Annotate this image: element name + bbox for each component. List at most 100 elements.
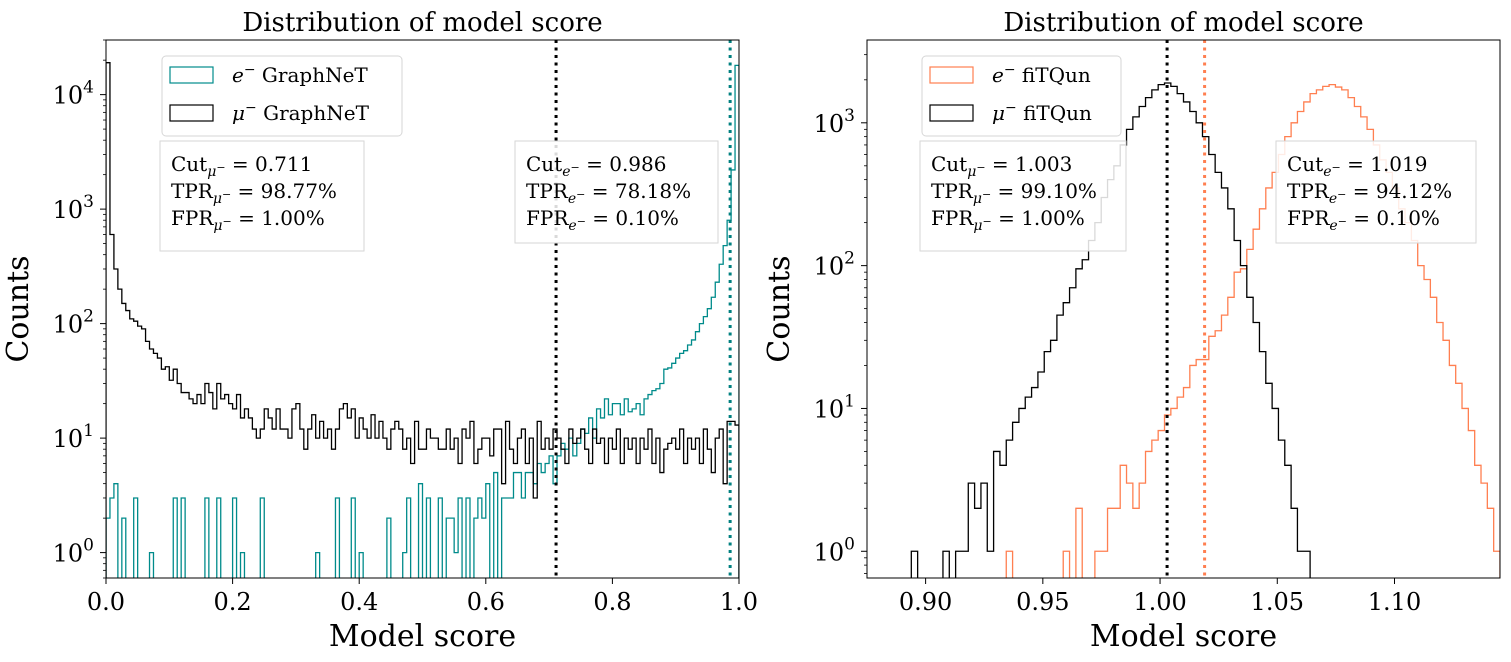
y-tick-exponent: 1 — [844, 391, 855, 411]
legend-superscript: − — [245, 100, 257, 116]
annotation-metric: TPR — [931, 179, 974, 203]
annotation-metric: FPR — [526, 206, 569, 230]
annotation-sub-superscript: − — [222, 188, 231, 201]
annotation-value: = 98.77% — [231, 179, 337, 203]
y-tick-base: 10 — [53, 311, 84, 339]
legend: e− GraphNeT μ− GraphNeT — [161, 55, 403, 137]
annotation-subscript: e — [568, 191, 576, 207]
y-tick-label: 103 — [814, 106, 855, 138]
y-tick-base: 10 — [814, 253, 845, 281]
y-tick-exponent: 3 — [844, 106, 855, 126]
y-tick-exponent: 2 — [83, 307, 94, 327]
annotation-line: TPRe− = 78.18% — [526, 179, 691, 207]
y-tick-exponent: 0 — [844, 534, 855, 554]
annotation-value: = 0.711 — [226, 152, 313, 176]
annotation-subscript: μ — [967, 164, 976, 180]
annotation-metric: Cut — [171, 152, 207, 176]
legend-name: fiTQun — [1016, 63, 1091, 87]
y-axis-label: Counts — [1, 255, 36, 362]
annotation-sub-superscript: − — [571, 161, 580, 174]
x-tick-label: 0.6 — [467, 588, 505, 616]
y-tick-label: 102 — [53, 307, 94, 339]
y-axis-label: Counts — [762, 255, 797, 362]
legend-name: GraphNeT — [256, 63, 369, 87]
legend-entry: μ− fiTQun — [992, 100, 1092, 125]
annotation-sub-superscript: − — [577, 215, 586, 228]
legend-superscript: − — [1004, 62, 1016, 78]
y-tick-label: 101 — [53, 421, 94, 453]
annotation-line: Cute− = 0.986 — [526, 152, 666, 180]
annotation-sub-superscript: − — [1332, 161, 1341, 174]
annotation-sub-superscript: − — [1337, 188, 1346, 201]
x-tick-label: 1.10 — [1368, 588, 1421, 616]
annotation-line: FPRe− = 0.10% — [1287, 206, 1440, 234]
y-tick-label: 102 — [814, 249, 855, 281]
legend: e− fiTQun μ− fiTQun — [921, 55, 1122, 137]
y-tick-base: 10 — [53, 540, 84, 568]
annotation-metric: FPR — [1287, 206, 1330, 230]
legend-name: fiTQun — [1017, 101, 1092, 125]
annotation-value: = 0.10% — [586, 206, 679, 230]
y-tick-base: 10 — [53, 82, 84, 110]
x-tick-label: 1.05 — [1251, 588, 1304, 616]
y-tick-exponent: 1 — [83, 421, 94, 441]
x-tick-label: 0.90 — [899, 588, 952, 616]
annotation-line: Cute− = 1.019 — [1287, 152, 1427, 180]
annotation-subscript: e — [1329, 218, 1337, 234]
x-tick-label: 0.4 — [340, 588, 378, 616]
annotation-value: = 99.10% — [991, 179, 1097, 203]
y-tick-label: 103 — [53, 192, 94, 224]
y-tick-exponent: 0 — [83, 536, 94, 556]
legend-symbol: μ — [232, 101, 245, 125]
y-tick-exponent: 4 — [83, 78, 94, 98]
annotation-sub-superscript: − — [576, 188, 585, 201]
legend-entry: e− fiTQun — [992, 62, 1091, 87]
annotation-value: = 1.00% — [992, 206, 1085, 230]
annotation-metric: Cut — [526, 152, 562, 176]
x-axis-label: Model score — [1090, 619, 1277, 654]
annotation-value: = 78.18% — [585, 179, 691, 203]
y-tick-label: 104 — [53, 78, 94, 110]
plot-area — [106, 40, 739, 578]
legend-entry: e− GraphNeT — [232, 62, 368, 87]
annotation-subscript: μ — [973, 218, 982, 234]
annotation-line: TPRμ− = 98.77% — [171, 179, 337, 207]
legend-frame — [161, 55, 403, 137]
annotation-line: TPRe− = 94.12% — [1287, 179, 1452, 207]
annotation-sub-superscript: − — [216, 161, 225, 174]
annotation-subscript: μ — [973, 191, 982, 207]
annotation-sub-superscript: − — [982, 188, 991, 201]
x-tick-label: 1.0 — [720, 588, 758, 616]
annotation-subscript: e — [568, 218, 576, 234]
annotation-subscript: e — [562, 164, 570, 180]
histogram-series-2 — [106, 62, 739, 578]
annotation-subscript: e — [1329, 191, 1337, 207]
annotation-value: = 94.12% — [1346, 179, 1452, 203]
y-tick-exponent: 3 — [83, 192, 94, 212]
histogram-series-2 — [910, 82, 1311, 578]
legend-name: GraphNeT — [257, 101, 370, 125]
x-axis-label: Model score — [329, 619, 516, 654]
annotation-line: FPRe− = 0.10% — [526, 206, 679, 234]
chart-panel-1: Distribution of model score 0.0 0.2 0.4 0.6 0… — [1, 8, 758, 654]
y-tick-base: 10 — [814, 538, 845, 566]
y-tick-label: 100 — [53, 536, 94, 568]
annotation-subscript: e — [1323, 164, 1331, 180]
annotation-frame — [1275, 140, 1477, 244]
annotation-subscript: μ — [213, 191, 222, 207]
annotation-metric: TPR — [1287, 179, 1330, 203]
annotation-frame — [919, 140, 1127, 252]
chart-title: Distribution of model score — [1003, 8, 1363, 38]
annotation-value: = 1.019 — [1341, 152, 1428, 176]
legend-swatch — [169, 66, 214, 84]
annotation-metric: TPR — [171, 179, 214, 203]
legend-swatch — [929, 104, 974, 122]
y-tick-base: 10 — [814, 110, 845, 138]
annotation-metric: Cut — [1287, 152, 1323, 176]
annotation-sub-superscript: − — [223, 215, 232, 228]
y-tick-base: 10 — [814, 395, 845, 423]
